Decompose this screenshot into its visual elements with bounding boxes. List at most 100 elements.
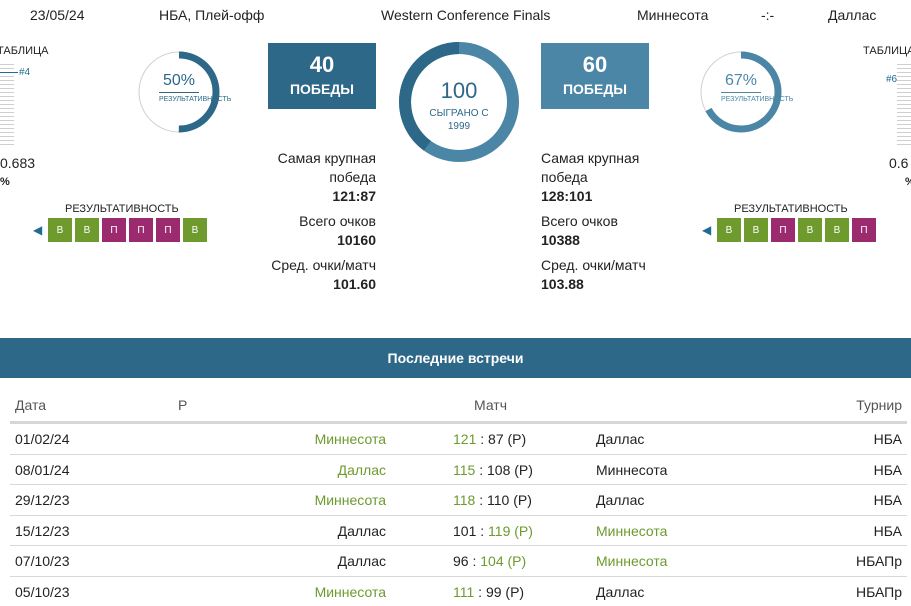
row-tournament[interactable]: НБА xyxy=(873,461,902,478)
row-away-team[interactable]: Миннесота xyxy=(596,553,668,570)
away-avg-points-label: Сред. очки/матч xyxy=(541,257,646,273)
row-date: 05/10/23 xyxy=(15,583,70,600)
left-gauge-value: 50% xyxy=(162,72,196,89)
row-score-separator: : xyxy=(478,583,483,600)
right-rank-marker: #6 xyxy=(886,74,898,85)
league-link[interactable]: НБА, Плей-офф xyxy=(159,7,265,23)
form-badge[interactable]: П xyxy=(852,218,876,242)
away-stats: Самая крупная победа 128:101 Всего очков… xyxy=(541,149,646,294)
col-r: Р xyxy=(178,397,188,413)
row-away-team[interactable]: Миннесота xyxy=(596,461,668,478)
row-home-team[interactable]: Миннесота xyxy=(314,583,386,600)
home-wins-count: 40 xyxy=(309,52,335,77)
table-row[interactable]: 05/10/23 Миннесота 111 : 99 (Р) Даллас НБАПр xyxy=(10,577,907,606)
table-row[interactable]: 29/12/23 Миннесота 118 : 110 (Р) Даллас НБА xyxy=(10,485,907,516)
row-tournament[interactable]: НБАПр xyxy=(855,583,902,600)
played-label: СЫГРАНО С xyxy=(429,108,489,119)
table-row[interactable]: 07/10/23 Даллас 96 : 104 (Р) Миннесота НБАПр xyxy=(10,546,907,577)
match-date: 23/05/24 xyxy=(30,7,85,23)
row-score-separator: : xyxy=(480,431,485,447)
away-team-name[interactable]: Даллас xyxy=(828,7,877,23)
table-row[interactable]: 01/02/24 Миннесота 121 : 87 (Р) Даллас НБА xyxy=(10,424,907,455)
form-badge[interactable]: В xyxy=(48,218,72,242)
row-away-team[interactable]: Миннесота xyxy=(596,522,668,539)
arrow-left-icon: ◀ xyxy=(33,223,43,237)
form-badge[interactable]: В xyxy=(75,218,99,242)
row-home-score: 121 xyxy=(453,431,477,447)
col-date: Дата xyxy=(15,397,47,413)
row-score-separator: : xyxy=(479,461,484,478)
row-tournament[interactable]: НБА xyxy=(873,431,902,447)
row-score-separator: : xyxy=(479,492,484,509)
row-date: 01/02/24 xyxy=(15,431,70,447)
left-rank-bar xyxy=(0,64,14,146)
row-score[interactable]: 101 : 119 (Р) xyxy=(453,523,533,539)
row-score[interactable]: 111 : 99 (Р) xyxy=(453,584,524,600)
right-gauge-label: РЕЗУЛЬТАТИВНОСТЬ xyxy=(721,92,793,103)
home-biggest-win-label-1: Самая крупная xyxy=(277,150,376,166)
form-badge[interactable]: П xyxy=(771,218,795,242)
row-home-team[interactable]: Миннесота xyxy=(314,492,386,509)
row-home-team[interactable]: Миннесота xyxy=(314,431,386,447)
row-home-team[interactable]: Даллас xyxy=(337,522,386,539)
right-table-label[interactable]: ТАБЛИЦА xyxy=(863,45,911,57)
right-form-title: РЕЗУЛЬТАТИВНОСТЬ xyxy=(734,203,848,215)
home-wins-box: 40 ПОБЕДЫ xyxy=(268,43,376,109)
row-away-score: 99 (Р) xyxy=(485,583,525,600)
away-biggest-win-value: 128:101 xyxy=(541,188,593,204)
table-header: Дата Р Матч Турнир xyxy=(10,394,907,424)
played-since-year: 1999 xyxy=(447,121,471,132)
row-score[interactable]: 115 : 108 (Р) xyxy=(453,462,533,478)
row-score[interactable]: 118 : 110 (Р) xyxy=(453,492,532,508)
away-wins-box: 60 ПОБЕДЫ xyxy=(541,43,649,109)
home-total-points-label: Всего очков xyxy=(299,213,376,229)
arrow-left-icon: ◀ xyxy=(702,223,712,237)
form-badge[interactable]: П xyxy=(156,218,180,242)
form-badge[interactable]: П xyxy=(102,218,126,242)
left-table-label[interactable]: ТАБЛИЦА xyxy=(0,45,49,57)
left-gauge-label: РЕЗУЛЬТАТИВНОСТЬ xyxy=(159,92,231,103)
row-tournament[interactable]: НБА xyxy=(873,492,902,509)
row-tournament[interactable]: НБАПр xyxy=(855,553,902,570)
row-away-score: 104 (Р) xyxy=(480,553,527,570)
row-home-score: 115 xyxy=(453,461,476,478)
table-row[interactable]: 08/01/24 Даллас 115 : 108 (Р) Миннесота НБА xyxy=(10,455,907,486)
row-home-team[interactable]: Даллас xyxy=(337,461,386,478)
match-header: 23/05/24 НБА, Плей-офф Western Conferenc… xyxy=(0,0,911,30)
row-score[interactable]: 121 : 87 (Р) xyxy=(453,431,526,447)
left-performance-gauge: 50% РЕЗУЛЬТАТИВНОСТЬ xyxy=(135,48,231,136)
form-badge[interactable]: В xyxy=(183,218,207,242)
home-team-name[interactable]: Миннесота xyxy=(637,7,709,23)
table-row[interactable]: 15/12/23 Даллас 101 : 119 (Р) Миннесота НБА xyxy=(10,516,907,547)
row-score-separator: : xyxy=(480,522,485,539)
row-date: 08/01/24 xyxy=(15,461,70,478)
right-side-value: 0.6 xyxy=(889,155,909,171)
row-home-score: 118 xyxy=(453,492,476,509)
away-wins-count: 60 xyxy=(582,52,608,77)
away-avg-points-value: 103.88 xyxy=(541,276,584,292)
recent-meetings-table: Дата Р Матч Турнир 01/02/24 Миннесота 121 … xyxy=(10,394,907,606)
right-rank-bar xyxy=(897,64,911,146)
away-total-points-value: 10388 xyxy=(541,232,580,248)
form-badge[interactable]: В xyxy=(744,218,768,242)
away-total-points-label: Всего очков xyxy=(541,213,618,229)
form-badge[interactable]: В xyxy=(717,218,741,242)
row-home-team[interactable]: Даллас xyxy=(337,553,386,570)
form-badge[interactable]: В xyxy=(825,218,849,242)
row-tournament[interactable]: НБА xyxy=(873,522,902,539)
row-away-score: 110 (Р) xyxy=(487,492,532,509)
form-badge[interactable]: П xyxy=(129,218,153,242)
form-badge[interactable]: В xyxy=(798,218,822,242)
row-date: 15/12/23 xyxy=(15,522,70,539)
played-gauge-ring xyxy=(399,42,519,162)
away-biggest-win-label-1: Самая крупная xyxy=(541,150,640,166)
home-avg-points-value: 101.60 xyxy=(333,276,376,292)
row-score[interactable]: 96 : 104 (Р) xyxy=(453,553,526,569)
row-away-team[interactable]: Даллас xyxy=(596,431,645,447)
row-away-team[interactable]: Даллас xyxy=(596,583,645,600)
played-count: 100 xyxy=(440,78,478,103)
away-wins-label: ПОБЕДЫ xyxy=(562,81,628,97)
row-away-team[interactable]: Даллас xyxy=(596,492,645,509)
right-performance-gauge: 67% РЕЗУЛЬТАТИВНОСТЬ xyxy=(697,48,793,136)
